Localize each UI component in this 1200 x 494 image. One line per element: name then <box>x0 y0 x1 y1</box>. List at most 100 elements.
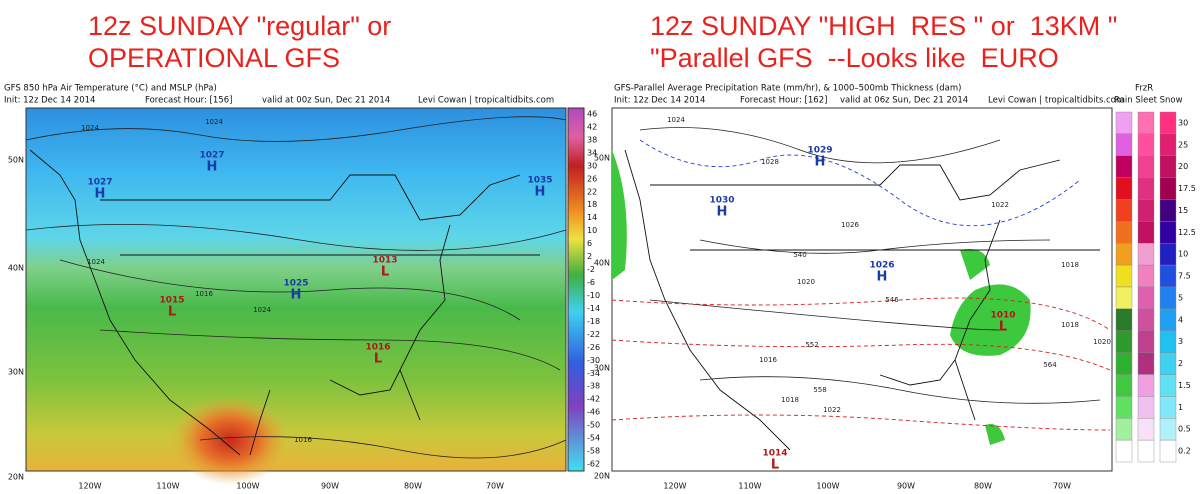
colorbar-cell <box>1115 111 1133 135</box>
left-map <box>25 107 585 485</box>
map-title: GFS 850 hPa Air Temperature (°C) and MSL… <box>4 84 217 94</box>
map-frame <box>611 107 1113 472</box>
center-letter: H <box>717 205 728 220</box>
precip-colorbars <box>1115 111 1177 463</box>
colorbar-cell <box>1137 418 1155 441</box>
contour-label: 1026 <box>841 221 859 229</box>
colorbar-header: FrzR <box>1135 84 1153 94</box>
colorbar-cell <box>1159 264 1177 288</box>
colorbar-cell <box>1137 286 1155 310</box>
center-value: 1030 <box>709 196 734 206</box>
colorbar-label: 10 <box>1178 250 1188 259</box>
lat-label: 40N <box>594 259 610 268</box>
center-value: 1026 <box>869 261 894 271</box>
colorbar-label: 42 <box>587 122 597 131</box>
colorbar-label: 22 <box>587 187 597 196</box>
lon-label: 70W <box>486 482 504 491</box>
lon-label: 100W <box>236 482 259 491</box>
coastline <box>29 149 540 456</box>
lon-label: 80W <box>974 482 992 491</box>
colorbar-label: -26 <box>587 343 600 352</box>
colorbar-cell <box>1115 133 1133 156</box>
center-letter: L <box>381 265 389 280</box>
center-value: 1025 <box>283 279 308 289</box>
colorbar-label: 1 <box>1178 403 1183 412</box>
contour-label: 1020 <box>1093 338 1111 346</box>
contour-label: 558 <box>813 386 826 394</box>
colorbar-cell <box>1137 221 1155 244</box>
colorbar-cell <box>1137 396 1155 419</box>
lat-label: 30N <box>8 368 24 377</box>
center-value: 1029 <box>807 146 832 156</box>
center-letter: L <box>999 320 1007 335</box>
colorbar-label: -62 <box>587 460 600 469</box>
colorbar-label: -50 <box>587 421 600 430</box>
precip-area <box>985 424 1005 445</box>
contour-label: 1024 <box>253 306 271 314</box>
colorbar-cell <box>1115 264 1133 288</box>
colorbar-label: 14 <box>587 213 597 222</box>
colorbar-cell <box>1115 418 1133 441</box>
lat-label: 20N <box>594 472 610 481</box>
colorbar-label: 20 <box>1178 162 1188 171</box>
colorbar <box>567 107 585 472</box>
contour-label: 1016 <box>759 356 777 364</box>
center-letter: L <box>168 305 176 320</box>
colorbar-cell <box>1159 418 1177 441</box>
colorbar-columns: Rain Sleet Snow <box>1114 96 1183 106</box>
colorbar-cell <box>1137 243 1155 266</box>
colorbar-cell <box>1137 308 1155 331</box>
init-time: Init: 12z Dec 14 2014 <box>4 96 95 106</box>
colorbar-cell <box>1159 396 1177 419</box>
colorbar-cell <box>1115 243 1133 266</box>
lon-label: 110W <box>156 482 179 491</box>
colorbar-cell <box>1159 221 1177 244</box>
colorbar-cell <box>1159 330 1177 353</box>
colorbar-label: 18 <box>587 200 597 209</box>
center-value: 1013 <box>372 256 397 266</box>
lat-label: 50N <box>8 156 24 165</box>
lon-label: 120W <box>663 482 686 491</box>
lon-label: 110W <box>738 482 761 491</box>
lon-label: 100W <box>816 482 839 491</box>
credit: Levi Cowan | tropicaltidbits.com <box>988 96 1124 106</box>
map-frame <box>25 107 567 472</box>
contour-label: 1018 <box>1061 261 1079 269</box>
colorbar-cell <box>1115 308 1133 331</box>
forecast-hour: Forecast Hour: [162] <box>740 96 827 106</box>
colorbar-cell <box>1137 264 1155 288</box>
colorbar-label: 7.5 <box>1178 272 1191 281</box>
center-letter: L <box>374 352 382 367</box>
thickness-line <box>639 139 1081 227</box>
colorbar-cell <box>1159 308 1177 331</box>
isobar <box>25 116 567 459</box>
colorbar-label: 10 <box>587 226 597 235</box>
coastline <box>624 149 1100 451</box>
colorbar-cell <box>1137 199 1155 222</box>
colorbar-cell <box>1137 439 1155 463</box>
center-value: 1027 <box>87 178 112 188</box>
precip-area <box>960 249 990 280</box>
contour-label: 546 <box>885 296 899 304</box>
colorbar-label: 2 <box>1178 359 1183 368</box>
colorbar-cell <box>1159 177 1177 200</box>
caption-line: OPERATIONAL GFS <box>88 43 340 73</box>
colorbar-cell <box>1115 177 1133 200</box>
colorbar-label: -42 <box>587 395 600 404</box>
caption-line: 12z SUNDAY "HIGH RES " or 13KM " <box>650 11 1117 41</box>
colorbar-label: -18 <box>587 317 600 326</box>
colorbar-cell <box>1137 374 1155 397</box>
credit: Levi Cowan | tropicaltidbits.com <box>418 96 554 106</box>
colorbar-label: 12.5 <box>1178 228 1196 237</box>
captions: 12z SUNDAY "regular" or OPERATIONAL GFS … <box>88 11 1117 73</box>
colorbar-label: 3 <box>1178 337 1183 346</box>
lon-label: 90W <box>897 482 915 491</box>
caption-line: 12z SUNDAY "regular" or <box>88 11 391 41</box>
colorbar-cell <box>1115 439 1133 463</box>
contour-label: 1024 <box>667 116 685 124</box>
colorbar-cell <box>1159 199 1177 222</box>
lat-label: 40N <box>8 264 24 273</box>
colorbar-cell <box>1137 330 1155 353</box>
center-value: 1016 <box>365 343 390 353</box>
right-map <box>611 107 1113 472</box>
